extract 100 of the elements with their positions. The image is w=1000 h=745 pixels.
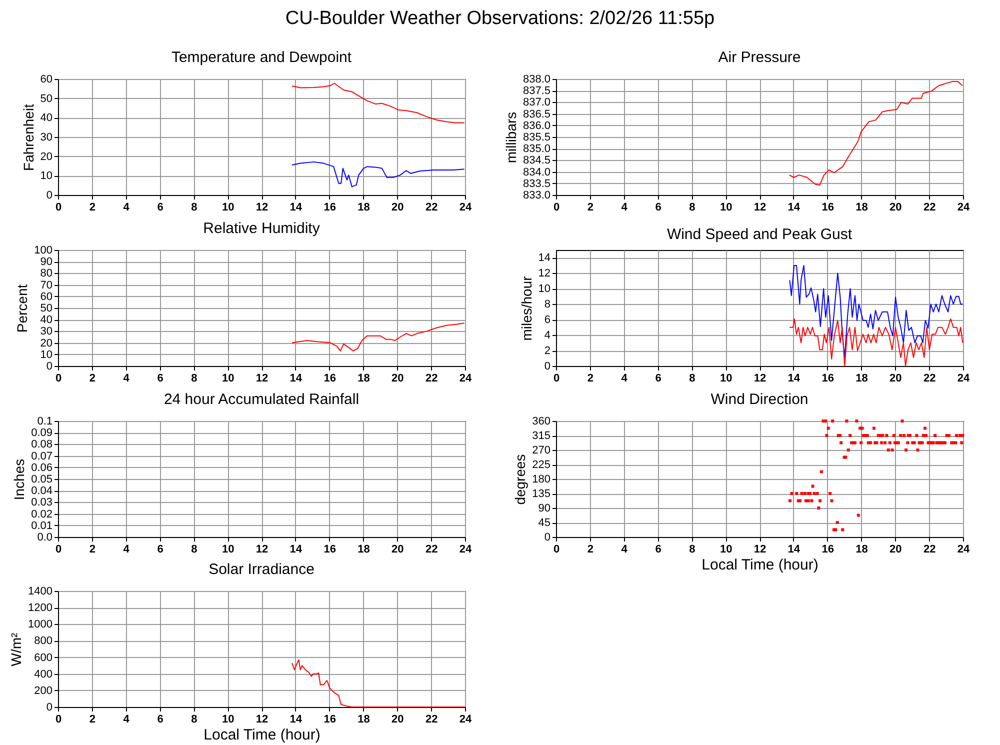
y-tick-label: 0 [544, 532, 550, 544]
y-tick-label: 200 [34, 684, 52, 697]
x-tick-label: 10 [222, 202, 234, 214]
x-tick-label: 6 [157, 372, 164, 384]
y-axis-title: miles/hour [518, 276, 534, 341]
x-tick-label: 8 [689, 202, 696, 214]
y-tick-label: 0 [46, 360, 52, 372]
x-tick-label: 4 [123, 202, 130, 214]
y-tick-label: 60 [40, 290, 52, 303]
x-tick-label: 20 [890, 372, 902, 384]
x-tick-label: 6 [655, 202, 662, 214]
y-tick-label: 60 [40, 74, 52, 86]
chart-title: Air Pressure [718, 49, 801, 66]
x-tick-label: 0 [55, 714, 62, 726]
x-tick-label: 4 [123, 714, 130, 726]
y-axis-title: degrees [512, 454, 528, 505]
x-tick-label: 6 [157, 202, 164, 214]
x-tick-label: 4 [621, 202, 628, 214]
y-tick-label: 360 [532, 416, 550, 428]
x-tick-label: 6 [655, 372, 662, 384]
x-tick-label: 20 [392, 544, 404, 556]
y-tick-label: 20 [40, 337, 52, 350]
y-tick-label: 45 [538, 517, 550, 529]
y-tick-label: 838.0 [522, 74, 550, 86]
y-tick-label: 836.5 [522, 108, 550, 120]
line-series [789, 264, 964, 358]
y-tick-label: 0.09 [31, 427, 52, 440]
y-tick-label: 0.1 [37, 416, 52, 428]
x-tick-label: 6 [655, 544, 662, 556]
y-tick-label: 1000 [28, 618, 52, 631]
x-tick-label: 22 [425, 714, 438, 726]
x-tick-label: 0 [55, 544, 62, 556]
x-tick-label: 10 [222, 544, 234, 556]
y-tick-label: 1200 [28, 602, 52, 614]
x-tick-label: 24 [459, 202, 472, 214]
x-tick-label: 4 [123, 544, 130, 556]
x-tick-label: 22 [425, 202, 438, 214]
x-axis-title: Local Time (hour) [204, 726, 320, 744]
y-tick-label: 80 [40, 268, 52, 280]
y-tick-label: 10 [40, 170, 52, 182]
y-tick-label: 2 [544, 345, 550, 358]
y-axis-title: Percent [14, 284, 30, 333]
x-tick-label: 18 [358, 544, 370, 556]
y-tick-label: 270 [532, 444, 550, 456]
chart-title: Wind Direction [710, 391, 808, 408]
y-tick-label: 0.05 [31, 474, 52, 486]
text: CU-Boulder Weather Observations: 2/02/26 11:55p [284, 8, 716, 30]
x-tick-label: 20 [392, 372, 404, 384]
y-tick-label: 135 [532, 488, 550, 500]
x-tick-label: 6 [157, 544, 164, 556]
y-tick-label: 833.0 [522, 190, 550, 202]
x-tick-label: 4 [123, 372, 130, 384]
y-tick-label: 90 [538, 502, 550, 514]
x-tick-label: 24 [459, 714, 472, 726]
x-axis-title: Local Time (hour) [702, 556, 818, 574]
x-tick-label: 18 [358, 202, 370, 214]
y-tick-label: 600 [34, 652, 52, 664]
y-tick-label: 0.01 [31, 520, 52, 532]
y-tick-label: 835.0 [522, 143, 550, 156]
x-tick-label: 8 [191, 202, 198, 214]
x-tick-label: 2 [89, 714, 96, 726]
x-tick-label: 8 [191, 714, 198, 726]
y-tick-label: 315 [532, 430, 550, 442]
x-tick-label: 22 [923, 544, 936, 556]
y-tick-label: 834.5 [522, 154, 550, 167]
chart-title: Solar Irradiance [208, 561, 314, 578]
y-tick-label: 50 [40, 302, 52, 314]
x-tick-label: 20 [392, 202, 404, 214]
y-axis-title: Fahrenheit [20, 104, 36, 171]
x-tick-label: 2 [587, 202, 594, 214]
x-tick-label: 16 [822, 202, 834, 214]
x-tick-label: 12 [754, 372, 766, 384]
x-tick-label: 2 [89, 372, 96, 384]
y-tick-label: 0.02 [31, 508, 52, 520]
y-tick-label: 12 [538, 268, 550, 280]
x-tick-label: 12 [754, 544, 766, 556]
x-tick-label: 22 [923, 372, 936, 384]
x-tick-label: 14 [290, 544, 303, 556]
y-tick-label: 180 [532, 474, 550, 486]
y-tick-label: 833.5 [522, 178, 550, 190]
y-tick-label: 0 [46, 190, 52, 202]
y-tick-label: 10 [538, 283, 550, 296]
y-axis-title: W/m² [8, 632, 24, 666]
y-axis-title: millibars [502, 112, 519, 164]
y-tick-label: 0 [544, 360, 550, 372]
x-tick-label: 24 [459, 544, 472, 556]
x-tick-label: 16 [822, 544, 834, 556]
y-tick-label: 14 [538, 252, 550, 264]
x-tick-label: 14 [788, 202, 801, 214]
x-tick-label: 10 [222, 714, 234, 726]
x-tick-label: 16 [324, 202, 336, 214]
x-tick-label: 4 [621, 372, 628, 384]
x-tick-label: 18 [856, 544, 868, 556]
x-tick-label: 12 [256, 202, 268, 214]
y-tick-label: 834.0 [522, 166, 550, 178]
y-tick-label: 0.0 [37, 532, 52, 544]
x-tick-label: 18 [856, 202, 868, 214]
x-tick-label: 24 [459, 372, 472, 384]
line-series [788, 81, 963, 186]
chart-title: Relative Humidity [203, 220, 320, 237]
